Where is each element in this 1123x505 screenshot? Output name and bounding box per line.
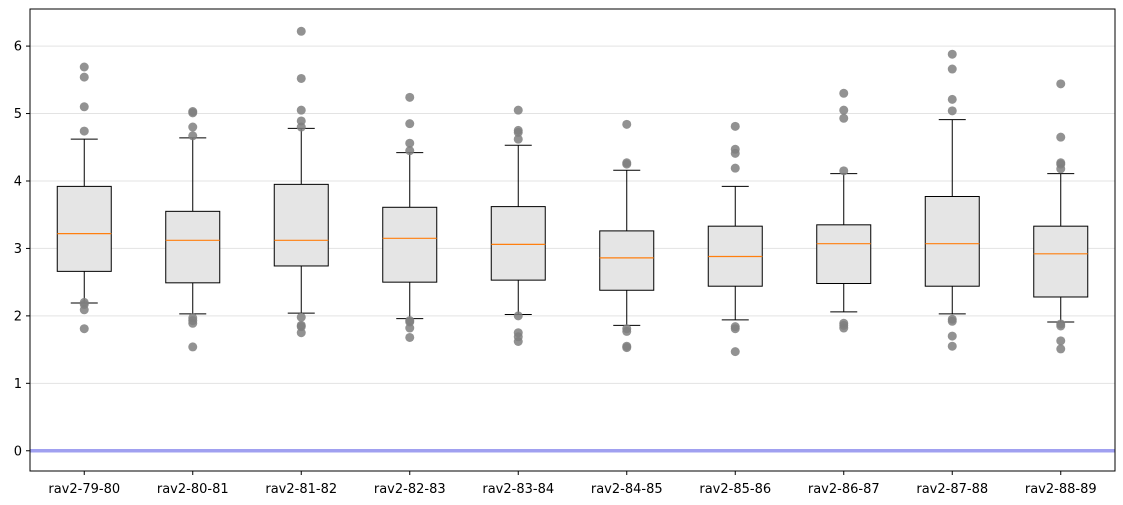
outlier-point bbox=[296, 73, 306, 83]
box-group bbox=[816, 88, 872, 333]
outlier-point bbox=[947, 341, 957, 351]
box-group bbox=[707, 121, 763, 357]
outlier-point bbox=[622, 119, 632, 129]
outlier-point bbox=[1056, 321, 1066, 331]
outlier-point bbox=[405, 332, 415, 342]
outlier-point bbox=[622, 326, 632, 336]
outlier-point bbox=[405, 138, 415, 148]
box-group bbox=[924, 49, 980, 351]
y-tick-label: 4 bbox=[14, 174, 22, 189]
box-group bbox=[382, 92, 438, 342]
outlier-point bbox=[622, 343, 632, 353]
outlier-point bbox=[513, 105, 523, 115]
outlier-point bbox=[839, 88, 849, 98]
outlier-point bbox=[947, 106, 957, 116]
x-tick-label: rav2-87-88 bbox=[916, 482, 988, 497]
y-tick-label: 5 bbox=[14, 107, 22, 122]
outlier-point bbox=[1056, 344, 1066, 354]
outlier-point bbox=[296, 26, 306, 36]
box-group bbox=[599, 119, 655, 353]
plot-area-frame bbox=[29, 8, 1116, 472]
outlier-point bbox=[730, 324, 740, 334]
outlier-point bbox=[188, 131, 198, 141]
box-group bbox=[490, 105, 546, 347]
outlier-point bbox=[405, 146, 415, 156]
outlier-point bbox=[513, 134, 523, 144]
boxes-group bbox=[56, 26, 1089, 357]
x-tick-label: rav2-88-89 bbox=[1025, 482, 1097, 497]
y-tick-label: 2 bbox=[14, 309, 22, 324]
iqr-box bbox=[599, 230, 655, 291]
outlier-point bbox=[405, 323, 415, 333]
y-tick-label: 1 bbox=[14, 377, 22, 392]
outlier-point bbox=[188, 122, 198, 132]
iqr-box bbox=[273, 183, 329, 267]
y-tick-label: 6 bbox=[14, 40, 22, 55]
outlier-point bbox=[188, 342, 198, 352]
outlier-point bbox=[839, 166, 849, 176]
x-axis: rav2-79-80 rav2-80-81 rav2-81-82 rav2-82-83… bbox=[48, 471, 1097, 497]
outlier-point bbox=[947, 94, 957, 104]
outlier-point bbox=[188, 108, 198, 118]
outlier-point bbox=[405, 92, 415, 102]
outlier-point bbox=[296, 105, 306, 115]
outlier-point bbox=[513, 337, 523, 347]
iqr-box bbox=[924, 195, 980, 287]
outlier-point bbox=[1056, 79, 1066, 89]
outlier-point bbox=[79, 62, 89, 72]
outlier-point bbox=[730, 121, 740, 131]
x-tick-label: rav2-81-82 bbox=[265, 482, 337, 497]
iqr-box bbox=[165, 210, 221, 284]
box-group bbox=[165, 107, 221, 352]
x-tick-label: rav2-84-85 bbox=[591, 482, 663, 497]
outlier-point bbox=[1056, 336, 1066, 346]
outlier-point bbox=[947, 316, 957, 326]
outlier-point bbox=[839, 113, 849, 123]
outlier-point bbox=[188, 318, 198, 328]
box-group bbox=[273, 26, 329, 338]
outlier-point bbox=[79, 305, 89, 315]
outlier-point bbox=[79, 324, 89, 334]
outlier-point bbox=[730, 347, 740, 357]
outlier-point bbox=[1056, 132, 1066, 142]
x-tick-label: rav2-82-83 bbox=[374, 482, 446, 497]
outlier-point bbox=[730, 148, 740, 158]
x-tick-label: rav2-85-86 bbox=[699, 482, 771, 497]
outlier-point bbox=[79, 126, 89, 136]
x-tick-label: rav2-79-80 bbox=[48, 482, 120, 497]
outlier-point bbox=[296, 312, 306, 322]
iqr-box bbox=[56, 185, 112, 272]
outlier-point bbox=[296, 122, 306, 132]
x-tick-label: rav2-86-87 bbox=[808, 482, 880, 497]
outlier-point bbox=[405, 119, 415, 129]
outlier-point bbox=[622, 159, 632, 169]
iqr-box bbox=[816, 224, 872, 285]
x-tick-label: rav2-80-81 bbox=[157, 482, 229, 497]
box-group bbox=[56, 62, 112, 334]
outlier-point bbox=[839, 323, 849, 333]
y-tick-label: 3 bbox=[14, 242, 22, 257]
y-tick-label: 0 bbox=[14, 444, 22, 459]
outlier-point bbox=[730, 163, 740, 173]
outlier-point bbox=[79, 102, 89, 112]
x-tick-label: rav2-83-84 bbox=[482, 482, 554, 497]
iqr-box bbox=[490, 206, 546, 281]
outlier-point bbox=[839, 105, 849, 115]
outlier-point bbox=[947, 64, 957, 74]
outlier-point bbox=[947, 49, 957, 59]
box-group bbox=[1033, 79, 1089, 354]
outlier-point bbox=[513, 127, 523, 137]
iqr-box bbox=[382, 206, 438, 283]
outlier-point bbox=[79, 72, 89, 82]
iqr-box bbox=[1033, 225, 1089, 298]
outlier-point bbox=[947, 331, 957, 341]
y-axis: 0 1 2 3 4 5 6 bbox=[14, 40, 30, 459]
outlier-point bbox=[513, 311, 523, 321]
outlier-point bbox=[1056, 164, 1066, 174]
outlier-point bbox=[296, 328, 306, 338]
